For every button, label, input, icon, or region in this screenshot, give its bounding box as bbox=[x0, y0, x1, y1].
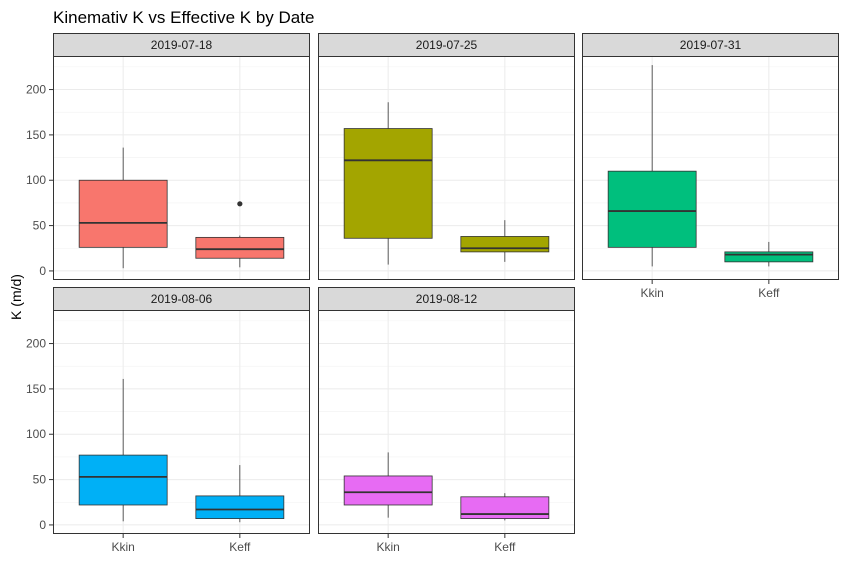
x-tick-label: Kkin bbox=[376, 540, 399, 554]
y-tick-label: 150 bbox=[26, 128, 46, 142]
box-body bbox=[724, 251, 814, 263]
y-axis-label: K (m/d) bbox=[8, 274, 24, 320]
chart-title: Kinemativ K vs Effective K by Date bbox=[53, 8, 314, 27]
outlier-point bbox=[237, 201, 243, 207]
box-kkin bbox=[78, 147, 168, 269]
box-keff bbox=[195, 465, 285, 523]
facet-panel: 2019-08-12 Kkin Keff bbox=[318, 287, 575, 554]
facet-panel: 2019-07-25 bbox=[318, 33, 575, 280]
facet-strip-label: 2019-07-31 bbox=[680, 38, 742, 52]
facet-strip-label: 2019-07-18 bbox=[151, 38, 213, 52]
facet-strip bbox=[53, 33, 310, 57]
y-tick-label: 0 bbox=[39, 264, 46, 278]
y-tick-label: 50 bbox=[33, 473, 47, 487]
box-kkin bbox=[343, 452, 433, 518]
box-keff bbox=[195, 201, 285, 268]
y-tick-label: 150 bbox=[26, 382, 46, 396]
x-tick-label: Keff bbox=[229, 540, 251, 554]
box-body bbox=[343, 475, 433, 506]
x-tick-label: Kkin bbox=[111, 540, 134, 554]
box-kkin bbox=[343, 102, 433, 265]
box-kkin bbox=[78, 378, 168, 522]
box-body bbox=[607, 170, 697, 248]
facet-strip bbox=[53, 287, 310, 311]
facet-strip-label: 2019-08-12 bbox=[416, 292, 478, 306]
box-body bbox=[78, 454, 168, 506]
box-body bbox=[460, 236, 550, 253]
box-keff bbox=[460, 493, 550, 521]
box-keff bbox=[724, 241, 814, 267]
y-tick-label: 50 bbox=[33, 219, 47, 233]
facet-panel: 2019-08-06 0 50 100 150 200 Kkin Keff bbox=[26, 287, 310, 554]
facet-panel: 2019-07-18 0 50 100 150 200 bbox=[26, 33, 310, 280]
facet-strip-label: 2019-08-06 bbox=[151, 292, 213, 306]
facet-strip-label: 2019-07-25 bbox=[416, 38, 478, 52]
facet-strip bbox=[318, 33, 575, 57]
box-body bbox=[78, 179, 168, 248]
y-tick-label: 200 bbox=[26, 83, 46, 97]
box-body bbox=[460, 496, 550, 519]
y-tick-label: 100 bbox=[26, 427, 46, 441]
facet-strip bbox=[318, 287, 575, 311]
facet-panels: 2019-07-18 0 50 100 150 200 2019-07-25 2019-07-… bbox=[26, 33, 839, 554]
y-tick-label: 100 bbox=[26, 173, 46, 187]
facet-strip bbox=[582, 33, 839, 57]
x-tick-label: Keff bbox=[758, 286, 780, 300]
box-body bbox=[195, 495, 285, 519]
box-keff bbox=[460, 220, 550, 262]
box-body bbox=[195, 236, 285, 259]
facet-panel: 2019-07-31 Kkin Keff bbox=[582, 33, 839, 300]
y-tick-label: 200 bbox=[26, 337, 46, 351]
box-body bbox=[343, 128, 433, 239]
y-tick-label: 0 bbox=[39, 518, 46, 532]
x-tick-label: Kkin bbox=[640, 286, 663, 300]
x-tick-label: Keff bbox=[494, 540, 516, 554]
box-kkin bbox=[607, 65, 697, 267]
